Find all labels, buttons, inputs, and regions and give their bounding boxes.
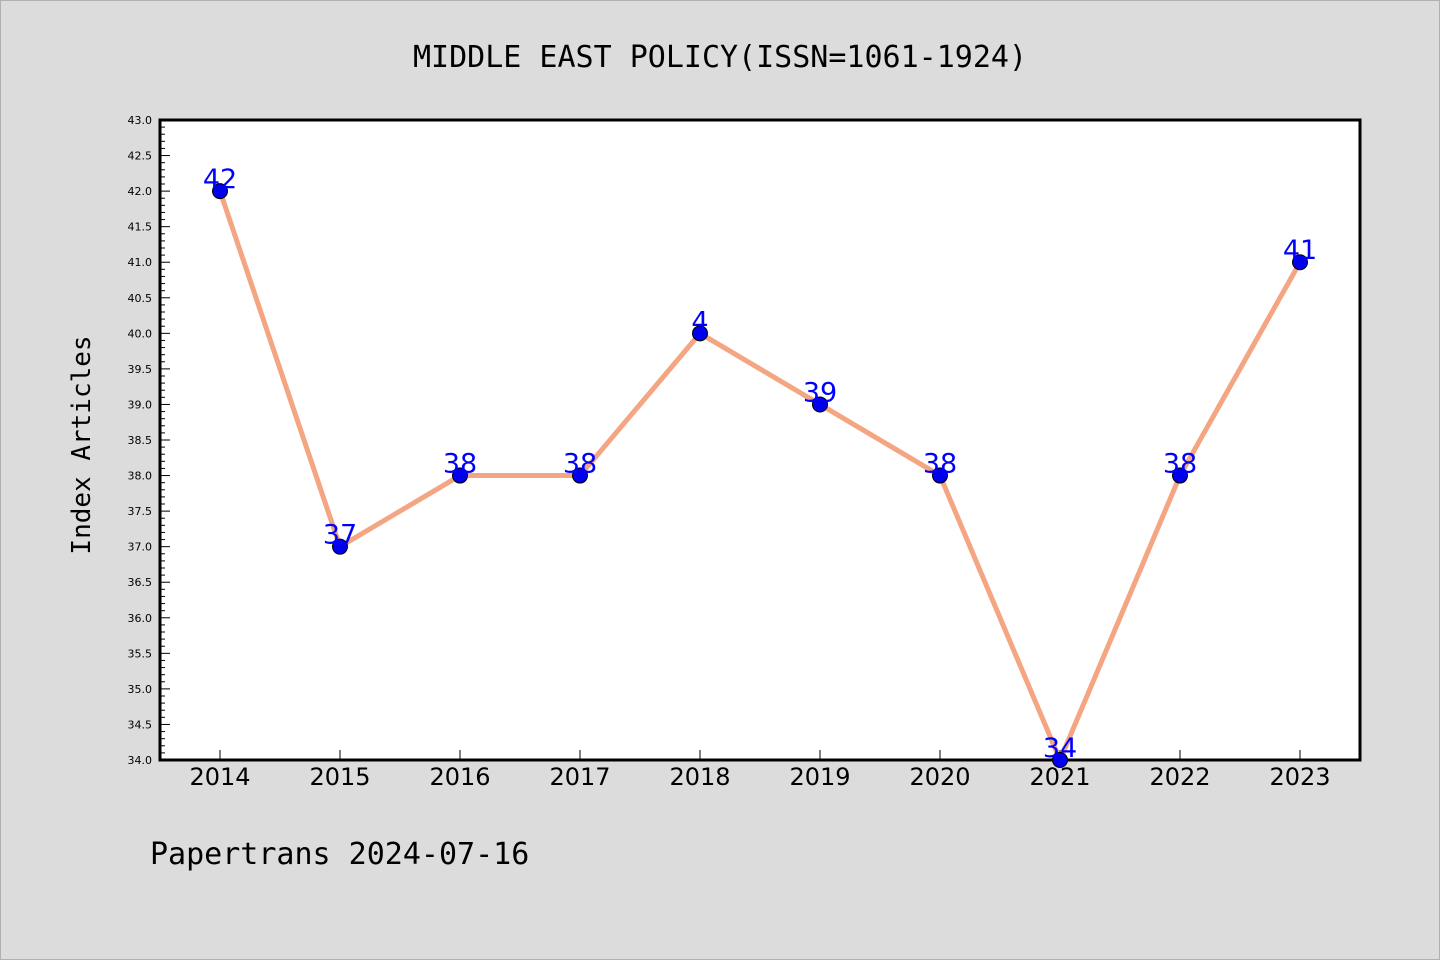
data-label-group: 42 37 38 38 4 39 38 34 38 41: [203, 164, 1317, 764]
x-tick-label: 2019: [789, 763, 850, 791]
data-label: 38: [923, 449, 957, 480]
data-label: 4: [691, 306, 708, 337]
data-point: [212, 183, 228, 200]
y-tick-label: 36.5: [128, 576, 153, 589]
y-tick-label: 35.0: [128, 683, 153, 696]
data-point: [1292, 254, 1308, 271]
y-tick-label: 43.0: [128, 114, 153, 127]
data-label: 38: [443, 449, 477, 480]
data-label: 37: [323, 520, 357, 551]
data-label: 38: [1163, 449, 1197, 480]
chart-title: MIDDLE EAST POLICY(ISSN=1061-1924): [413, 40, 1027, 75]
y-tick-label: 34.0: [128, 754, 153, 767]
x-axis: 2014 2015 2016 2017 2018 2019 2020 2021 2022 2023: [189, 750, 1331, 791]
x-tick-label: 2018: [669, 763, 730, 791]
y-tick-label: 39.0: [128, 398, 153, 411]
x-tick-label: 2023: [1269, 763, 1330, 791]
y-tick-label: 40.0: [128, 327, 153, 340]
y-tick-label: 34.5: [128, 718, 153, 731]
plot-area: [158, 118, 1362, 762]
data-label: 34: [1043, 733, 1077, 764]
y-tick-label: 40.5: [128, 292, 153, 305]
x-tick-label: 2016: [429, 763, 490, 791]
x-tick-label: 2017: [549, 763, 610, 791]
data-point: [572, 467, 588, 484]
marker-group: [212, 183, 1308, 768]
y-tick-label: 37.5: [128, 505, 153, 518]
footer-caption: Papertrans 2024-07-16: [150, 837, 529, 872]
x-tick-label: 2015: [309, 763, 370, 791]
data-point: [1172, 467, 1188, 484]
data-point: [692, 325, 708, 342]
y-tick-label: 38.5: [128, 434, 153, 447]
y-tick-label: 41.5: [128, 221, 153, 234]
data-label: 41: [1283, 235, 1317, 266]
y-tick-label: 37.0: [128, 541, 153, 554]
y-axis-label: Index Articles: [67, 335, 97, 554]
data-label: 42: [203, 164, 237, 195]
y-tick-label: 38.0: [128, 470, 153, 483]
data-point: [932, 467, 948, 484]
x-tick-label: 2020: [909, 763, 970, 791]
data-point: [332, 538, 348, 555]
series-line-group: [217, 188, 1303, 763]
y-tick-label: 41.0: [128, 256, 153, 269]
data-label: 39: [803, 377, 837, 408]
data-point: [452, 467, 468, 484]
x-tick-label: 2014: [189, 763, 250, 791]
data-label: 38: [563, 449, 597, 480]
data-point: [812, 396, 828, 413]
y-tick-label: 42.5: [128, 150, 153, 163]
y-tick-label: 35.5: [128, 647, 153, 660]
x-tick-label: 2022: [1149, 763, 1210, 791]
y-tick-label: 39.5: [128, 363, 153, 376]
y-axis: 34.0 34.5 35.0 35.5 36.0 36.5 37.0 37.5 38.0 38.5…: [128, 114, 170, 767]
y-tick-label: 36.0: [128, 612, 153, 625]
series-line: [217, 188, 1303, 763]
y-tick-label: 42.0: [128, 185, 153, 198]
data-point: [1052, 752, 1068, 768]
